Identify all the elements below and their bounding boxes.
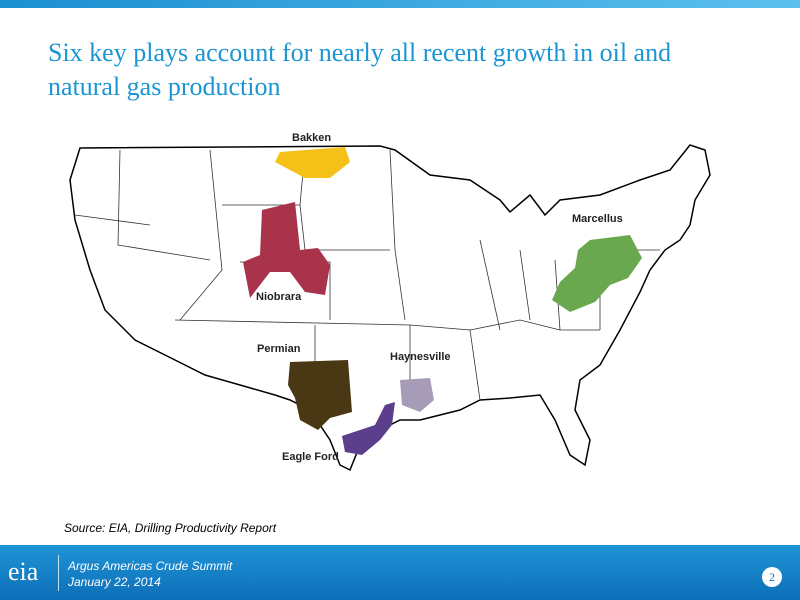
play-marcellus	[552, 235, 642, 312]
play-label: Marcellus	[572, 213, 623, 225]
play-label: Haynesville	[390, 351, 451, 363]
top-bar	[0, 0, 800, 8]
separator	[58, 555, 59, 591]
play-niobrara	[243, 202, 330, 298]
play-haynesville	[400, 378, 434, 412]
page-number: 2	[762, 567, 782, 587]
title-line: natural gas production	[48, 72, 281, 101]
event-name: Argus Americas Crude Summit	[68, 559, 233, 573]
footer: eia Argus Americas Crude Summit January …	[0, 545, 800, 600]
title-line: Six key plays account for nearly all rec…	[48, 38, 672, 67]
logo: eia	[8, 557, 39, 586]
us-outline	[69, 144, 711, 472]
play-label: Permian	[257, 343, 301, 355]
play-eagle-ford	[342, 402, 395, 455]
play-label: Bakken	[292, 132, 331, 144]
source-note: Source: EIA, Drilling Productivity Repor…	[64, 521, 277, 535]
play-bakken	[275, 147, 350, 178]
play-label: Eagle Ford	[282, 451, 339, 463]
play-permian	[288, 360, 352, 430]
event-date: January 22, 2014	[68, 575, 161, 589]
play-label: Niobrara	[256, 291, 302, 303]
us-map: Bakken Niobrara Permian Haynesville Eagl…	[69, 132, 711, 472]
